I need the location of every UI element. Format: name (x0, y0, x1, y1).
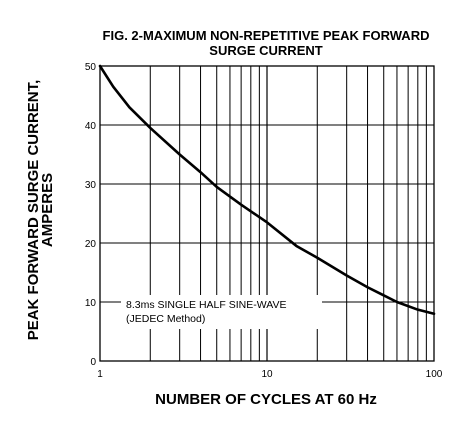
y-axis-label-line2: AMPERES (39, 173, 56, 247)
surge-current-curve (98, 64, 436, 316)
annotation-box: 8.3ms SINGLE HALF SINE-WAVE (JEDEC Metho… (121, 295, 322, 329)
curve-layer (98, 64, 436, 316)
x-tick-label: 100 (426, 369, 443, 380)
y-tick-label: 30 (85, 180, 97, 191)
tick-labels: 0 10 20 30 40 50 1 10 100 (85, 62, 443, 380)
x-tick-label: 1 (97, 369, 103, 380)
annotation-line2: (JEDEC Method) (126, 313, 205, 325)
chart-title-line2: SURGE CURRENT (209, 43, 322, 58)
plot-frame (99, 65, 435, 362)
y-axis-label-line1: PEAK FORWARD SURGE CURRENT, (25, 80, 42, 341)
y-tick-label: 10 (85, 298, 97, 309)
y-tick-label: 50 (85, 62, 97, 73)
chart-title-line1: FIG. 2-MAXIMUM NON-REPETITIVE PEAK FORWA… (103, 28, 430, 43)
y-tick-label: 0 (90, 357, 96, 368)
y-tick-label: 40 (85, 121, 97, 132)
y-tick-label: 20 (85, 239, 97, 250)
annotation-background (121, 295, 322, 329)
x-axis-label: NUMBER OF CYCLES AT 60 Hz (155, 391, 377, 408)
x-tick-label: 10 (261, 369, 273, 380)
annotation-line1: 8.3ms SINGLE HALF SINE-WAVE (126, 299, 286, 311)
